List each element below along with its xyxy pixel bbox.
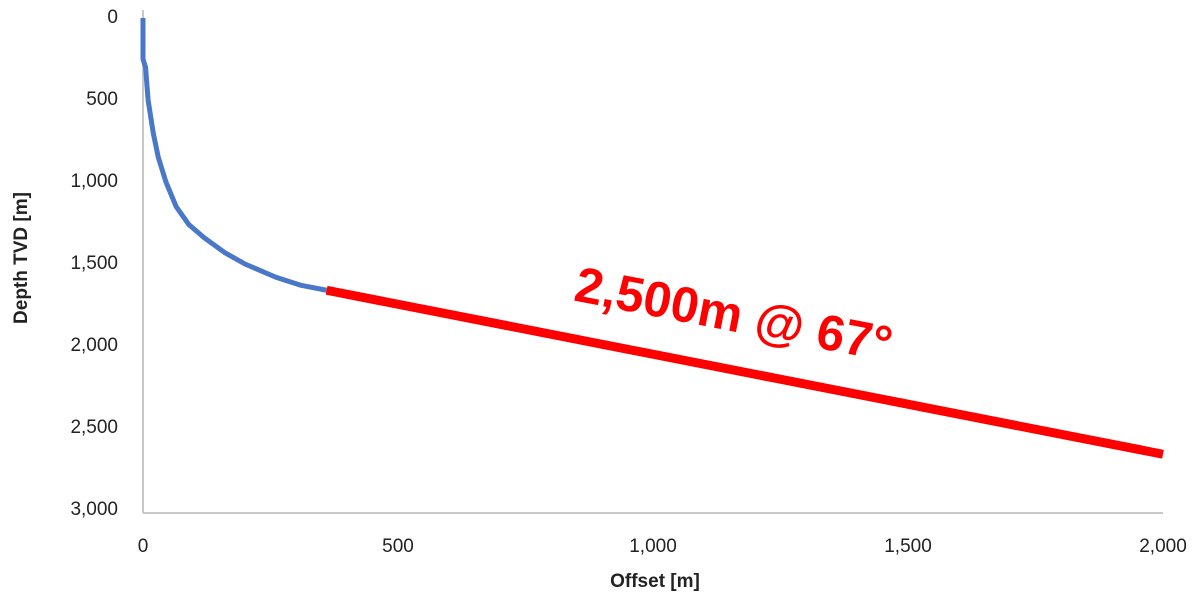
y-tick-label: 500: [86, 89, 118, 110]
x-tick-label: 1,500: [884, 536, 932, 557]
y-tick-label: 0: [107, 7, 118, 28]
annotation: 2,500m @ 67°: [570, 256, 897, 372]
trajectory-line: [140, 18, 328, 293]
y-axis-title: Depth TVD [m]: [11, 192, 32, 324]
y-tick-label: 2,000: [70, 335, 118, 356]
x-tick-label: 2,000: [1139, 536, 1187, 557]
y-tick-label: 1,500: [70, 253, 118, 274]
trajectory-line: [325, 285, 1164, 459]
x-tick-label: 0: [138, 536, 149, 557]
x-tick-label: 1,000: [629, 536, 677, 557]
y-tick-label: 3,000: [70, 499, 118, 520]
y-tick-label: 2,500: [70, 417, 118, 438]
x-axis-title: Offset [m]: [610, 571, 700, 592]
x-tick-label: 500: [382, 536, 414, 557]
y-tick-label: 1,000: [70, 171, 118, 192]
